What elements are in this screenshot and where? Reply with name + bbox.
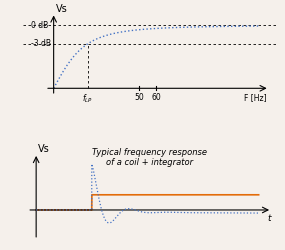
- Text: $f_{LP}$: $f_{LP}$: [82, 93, 93, 105]
- Text: 50: 50: [135, 93, 144, 102]
- Text: Vs: Vs: [56, 4, 68, 15]
- Text: -3 dB: -3 dB: [31, 39, 51, 48]
- Text: 0 dB: 0 dB: [31, 21, 49, 30]
- Text: F [Hz]: F [Hz]: [244, 93, 266, 102]
- Text: 60: 60: [152, 93, 161, 102]
- Text: t: t: [267, 214, 271, 223]
- Text: Vs: Vs: [38, 144, 50, 154]
- Text: Typical frequency response
of a coil + integrator: Typical frequency response of a coil + i…: [92, 148, 207, 167]
